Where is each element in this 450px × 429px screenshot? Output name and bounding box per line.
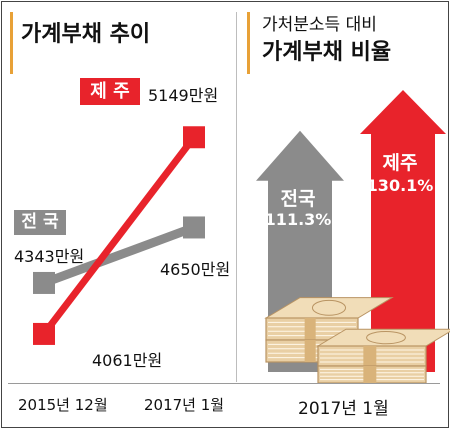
right-title-line2: 가계부채 비율 [262, 40, 392, 65]
bar-chart [256, 90, 450, 383]
money-stack-illustration [264, 297, 450, 383]
left-panel-title: 가계부채 추이 [21, 22, 151, 47]
data-point-national-1 [183, 216, 205, 239]
data-point-national-0 [33, 271, 55, 294]
data-label-national-start: 4343만원 [14, 247, 85, 266]
x-tick-start: 2015년 12월 [18, 396, 108, 414]
series-label-national: 전 국 [14, 210, 66, 235]
bar-value-jeju: 130.1% [366, 176, 434, 195]
right-title-accent-bar [247, 12, 250, 74]
bar-category-national: 전국 [280, 188, 316, 210]
data-label-jeju-start: 4061만원 [92, 351, 163, 370]
data-label-jeju-end: 5149만원 [148, 86, 219, 105]
panel-divider [236, 12, 237, 382]
data-point-jeju-0 [33, 322, 55, 345]
series-line-national [42, 223, 196, 288]
data-label-national-end: 4650만원 [160, 260, 231, 279]
bar-value-national: 111.3% [264, 210, 332, 229]
right-title-line1: 가처분소득 대비 [262, 15, 377, 35]
line-chart [33, 126, 205, 345]
series-line-jeju [41, 135, 197, 337]
bar-chart-date-label: 2017년 1월 [298, 399, 389, 419]
bar-category-jeju: 제주 [382, 152, 418, 174]
data-point-jeju-1 [183, 126, 205, 149]
axis-baseline [8, 383, 440, 384]
series-label-jeju: 제 주 [80, 78, 140, 105]
x-tick-end: 2017년 1월 [144, 396, 225, 414]
left-title-accent-bar [10, 12, 13, 74]
